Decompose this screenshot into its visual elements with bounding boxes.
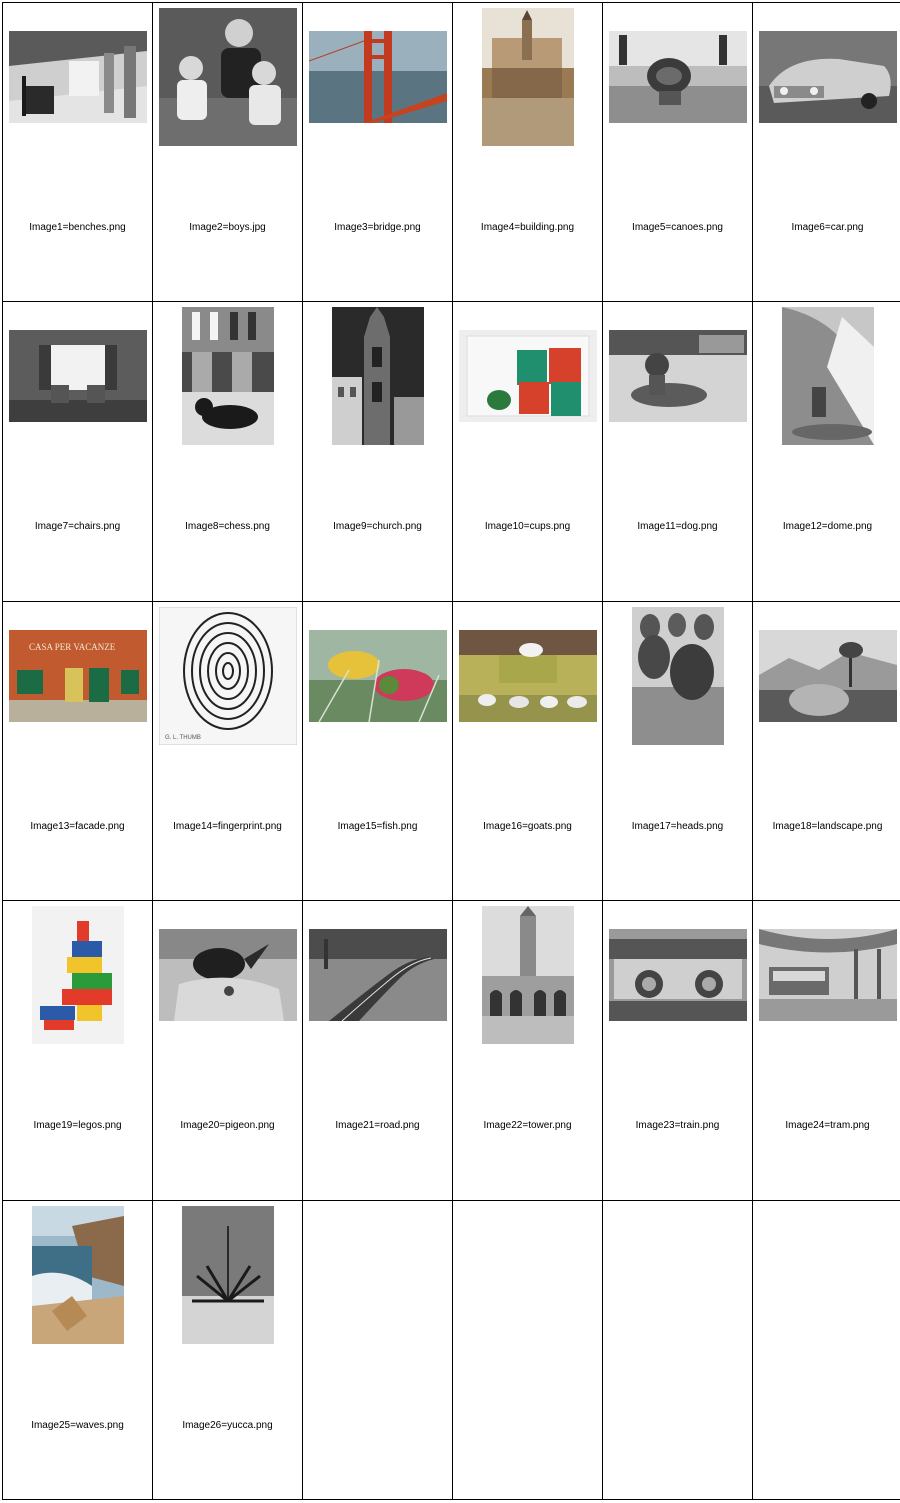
image-cell: Image11=dog.png — [602, 301, 753, 602]
image-cell: Image1=benches.png — [2, 1, 153, 303]
grid-row: Image19=legos.png Image20=pigeon.png Image… — [2, 900, 900, 1201]
grid-row: Image7=chairs.png Image8=chess.png Image9=… — [2, 301, 900, 602]
image-cell: Image4=building.png — [452, 1, 603, 303]
image-caption: Image25=waves.png — [31, 1419, 124, 1431]
thumbnail-heads — [631, 606, 724, 745]
image-caption: Image16=goats.png — [483, 820, 572, 832]
thumbnail-car — [758, 31, 897, 123]
thumbnail-dog — [608, 330, 747, 423]
image-cell: Image23=train.png — [602, 900, 753, 1201]
thumbnail-train — [608, 929, 747, 1022]
image-cell: Image22=tower.png — [452, 900, 603, 1201]
image-cell: Image24=tram.png — [752, 900, 900, 1201]
thumbnail-benches — [8, 31, 147, 123]
image-caption: Image14=fingerprint.png — [173, 820, 282, 832]
image-caption: Image23=train.png — [635, 1120, 720, 1132]
image-cell: Image10=cups.png — [452, 301, 603, 602]
thumbnail-dome — [781, 307, 874, 446]
thumbnail-fish — [308, 629, 447, 722]
image-cell: Image20=pigeon.png — [152, 900, 303, 1201]
thumbnail-cups — [458, 330, 597, 423]
image-caption: Image6=car.png — [791, 222, 864, 233]
thumbnail-building — [481, 8, 574, 146]
image-cell: Image18=landscape.png — [752, 600, 900, 902]
image-cell: Image5=canoes.png — [602, 1, 753, 303]
image-cell: Image2=boys.jpg — [152, 1, 303, 303]
thumbnail-bridge — [308, 31, 447, 123]
empty-cell — [752, 1199, 900, 1501]
empty-cell — [602, 1199, 753, 1501]
grid-row: Image1=benches.png Image2=boys.jpg Image3=… — [2, 1, 900, 303]
image-caption: Image20=pigeon.png — [180, 1120, 275, 1132]
image-caption: Image10=cups.png — [484, 521, 571, 533]
image-cell: Image19=legos.png — [2, 900, 153, 1201]
image-caption: Image21=road.png — [335, 1120, 420, 1132]
svg-text:G. L. THUMB: G. L. THUMB — [165, 735, 201, 741]
thumbnail-yucca — [181, 1205, 274, 1344]
image-caption: Image2=boys.jpg — [189, 222, 266, 233]
thumbnail-tower — [481, 906, 574, 1045]
image-cell: Image3=bridge.png — [302, 1, 453, 303]
image-cell: Image6=car.png — [752, 1, 900, 303]
thumbnail-fingerprint: G. L. THUMB — [158, 606, 297, 745]
image-cell: Image15=fish.png — [302, 600, 453, 902]
svg-text:CASA PER VACANZE: CASA PER VACANZE — [29, 642, 116, 652]
image-cell: G. L. THUMB Image14=fingerprint.png — [152, 600, 303, 902]
thumbnail-waves — [31, 1205, 124, 1344]
image-caption: Image26=yucca.png — [182, 1419, 273, 1431]
image-cell: Image8=chess.png — [152, 301, 303, 602]
image-cell: CASA PER VACANZE Image13=facade.png — [2, 600, 153, 902]
thumbnail-chairs — [8, 330, 147, 423]
image-cell: Image26=yucca.png — [152, 1199, 303, 1501]
image-cell: Image9=church.png — [302, 301, 453, 602]
empty-cell — [302, 1199, 453, 1501]
image-cell: Image16=goats.png — [452, 600, 603, 902]
image-caption: Image12=dome.png — [782, 521, 873, 533]
image-caption: Image24=tram.png — [785, 1120, 870, 1132]
image-caption: Image3=bridge.png — [334, 222, 421, 233]
image-caption: Image9=church.png — [333, 521, 422, 533]
thumbnail-facade: CASA PER VACANZE — [8, 629, 147, 722]
thumbnail-road — [308, 929, 447, 1022]
image-cell: Image21=road.png — [302, 900, 453, 1201]
image-caption: Image18=landscape.png — [772, 820, 883, 832]
image-cell: Image12=dome.png — [752, 301, 900, 602]
thumbnail-goats — [458, 629, 597, 722]
image-caption: Image22=tower.png — [483, 1120, 572, 1132]
thumbnail-pigeon — [158, 929, 297, 1022]
thumbnail-landscape — [758, 629, 897, 722]
image-cell: Image17=heads.png — [602, 600, 753, 902]
image-caption: Image8=chess.png — [185, 521, 270, 533]
grid-row: CASA PER VACANZE Image13=facade.png G. L. … — [2, 600, 900, 902]
grid-row: Image25=waves.png Image26=yucca.png — [2, 1199, 900, 1501]
thumbnail-boys — [158, 8, 297, 146]
image-caption: Image17=heads.png — [631, 820, 724, 832]
image-caption: Image19=legos.png — [33, 1120, 122, 1132]
image-caption: Image15=fish.png — [337, 820, 418, 832]
thumbnail-legos — [31, 906, 124, 1045]
image-cell: Image25=waves.png — [2, 1199, 153, 1501]
empty-cell — [452, 1199, 603, 1501]
image-caption: Image7=chairs.png — [34, 521, 121, 533]
thumbnail-chess — [181, 307, 274, 446]
image-caption: Image1=benches.png — [29, 222, 126, 233]
image-caption: Image4=building.png — [480, 222, 575, 233]
thumbnail-church — [331, 307, 424, 446]
image-caption: Image5=canoes.png — [632, 222, 723, 233]
image-caption: Image13=facade.png — [30, 820, 125, 832]
image-cell: Image7=chairs.png — [2, 301, 153, 602]
thumbnail-canoes — [608, 31, 747, 123]
thumbnail-tram — [758, 929, 897, 1022]
image-caption: Image11=dog.png — [637, 521, 718, 533]
